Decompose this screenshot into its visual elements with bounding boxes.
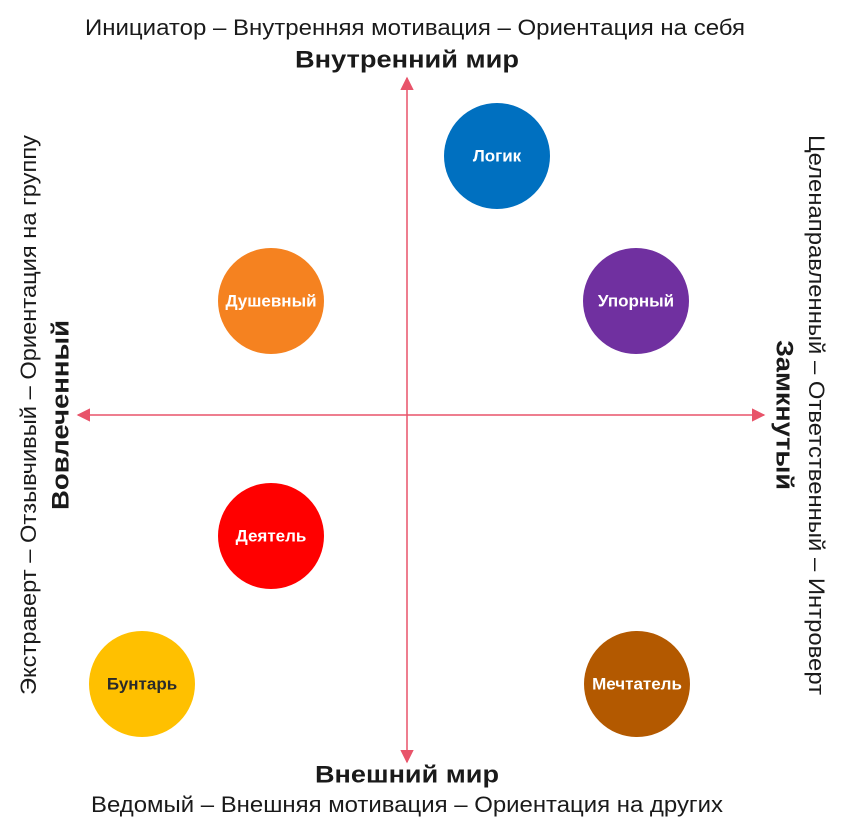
node-circle	[583, 248, 689, 354]
top-description: Инициатор – Внутренняя мотивация – Ориен…	[85, 15, 745, 40]
top-title: Внутренний мир	[295, 46, 519, 73]
node-label: Деятель	[236, 526, 307, 545]
bottom-description: Ведомый – Внешняя мотивация – Ориентация…	[91, 792, 723, 817]
node-label: Мечтатель	[592, 674, 682, 693]
node-label: Бунтарь	[107, 674, 177, 693]
node-circle	[444, 103, 550, 209]
node-label: Душевный	[225, 291, 316, 310]
node-circle	[218, 483, 324, 589]
left-title: Вовлеченный	[47, 320, 74, 510]
node-label: Логик	[473, 146, 522, 165]
node-label: Упорный	[598, 291, 674, 310]
left-description: Экстраверт – Отзывчивый – Ориентация на …	[16, 135, 41, 695]
node-circle	[218, 248, 324, 354]
node-circle	[584, 631, 690, 737]
right-description: Целенаправленный – Ответственный – Интро…	[804, 135, 829, 695]
node-circle	[89, 631, 195, 737]
bottom-title: Внешний мир	[315, 761, 499, 788]
right-title: Замкнутый	[771, 340, 798, 490]
